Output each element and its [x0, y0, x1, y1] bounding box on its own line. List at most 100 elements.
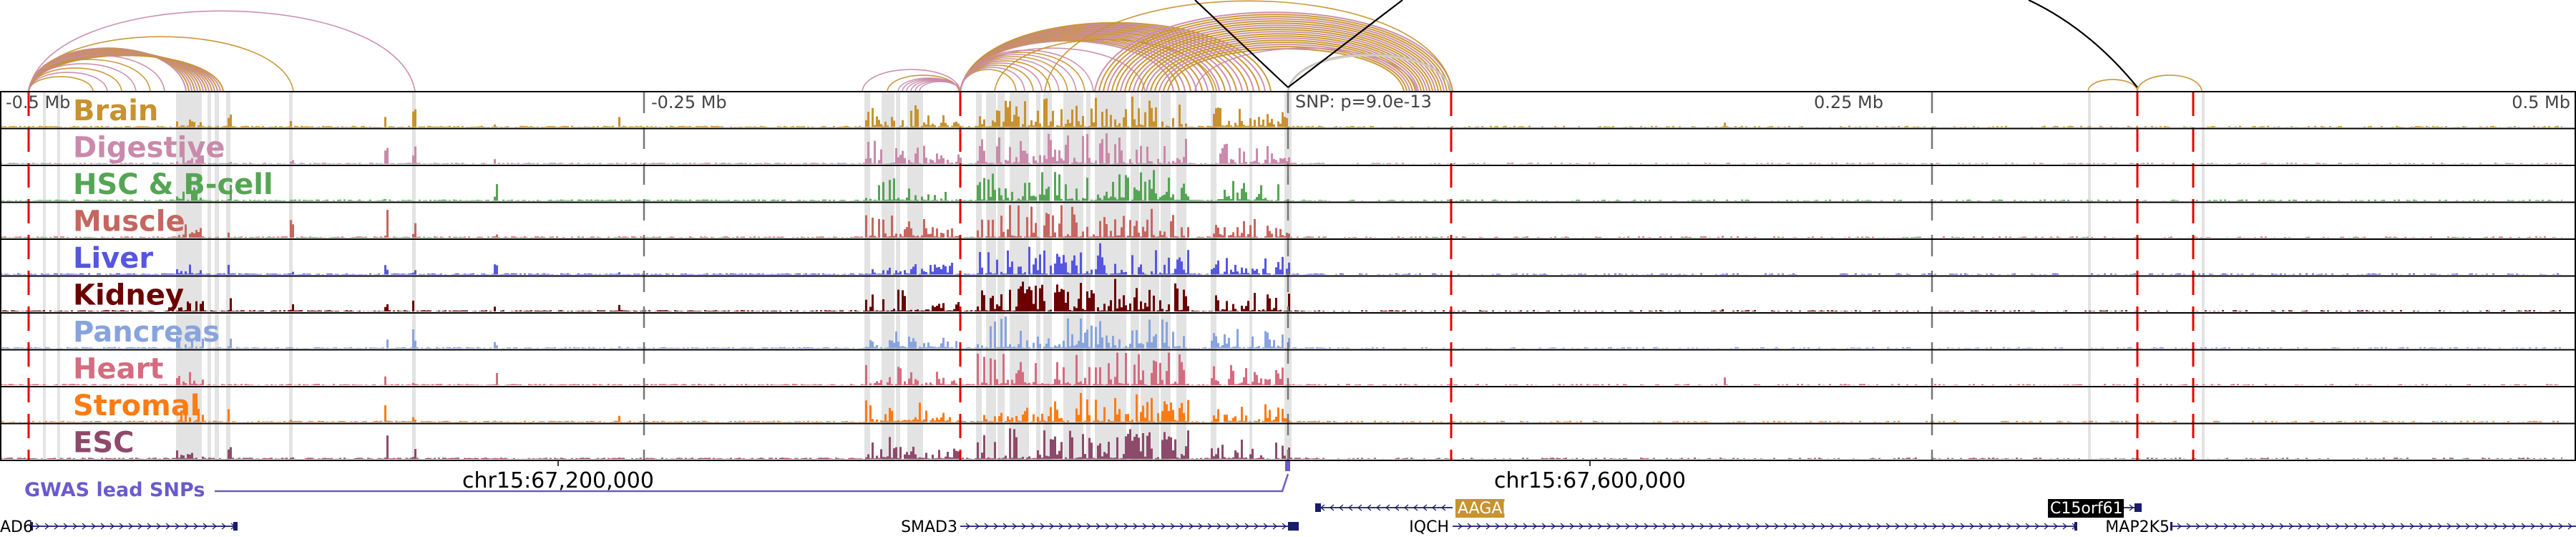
strand-plus-chevron	[2129, 504, 2135, 511]
gwas-snp-marker	[1285, 461, 1290, 471]
interaction-arc	[1128, 29, 1430, 92]
gene-label-c15orf61[interactable]: C15orf61	[2050, 500, 2123, 518]
strand-plus-chevron	[184, 523, 190, 530]
gene-exon	[2135, 503, 2142, 512]
strand-plus-chevron	[1923, 523, 1928, 530]
strand-plus-chevron	[1216, 523, 1222, 530]
strand-plus-chevron	[1941, 523, 1947, 530]
strand-plus-chevron	[1105, 523, 1111, 530]
strand-plus-chevron	[2025, 523, 2031, 530]
strand-plus-chevron	[1895, 523, 1901, 530]
gene-label-smad6[interactable]: AD6	[0, 518, 33, 536]
snp-label: SNP: p=9.0e-13	[1295, 92, 1432, 112]
strand-plus-chevron	[1523, 523, 1528, 530]
strand-plus-chevron	[1727, 523, 1733, 530]
strand-plus-chevron	[1161, 523, 1166, 530]
strand-plus-chevron	[1867, 523, 1873, 530]
gene-label-map2k5[interactable]: MAP2K5	[2105, 518, 2170, 536]
strand-plus-chevron	[975, 523, 980, 530]
gene-label-aagab[interactable]: AAGAB	[1458, 500, 1513, 518]
strand-plus-chevron	[1988, 523, 1994, 530]
strand-plus-chevron	[1672, 523, 1677, 530]
signal-track-liver	[0, 243, 2563, 275]
strand-plus-chevron	[1235, 523, 1241, 530]
gene-label-smad3[interactable]: SMAD3	[901, 518, 957, 536]
strand-plus-chevron	[1532, 523, 1538, 530]
strand-plus-chevron	[1040, 523, 1045, 530]
strand-plus-chevron	[1737, 523, 1742, 530]
signal-track-muscle	[0, 205, 2563, 238]
strand-plus-chevron	[2493, 523, 2499, 530]
strand-plus-chevron	[1114, 523, 1120, 530]
strand-plus-chevron	[2474, 523, 2480, 530]
strand-plus-chevron	[1254, 523, 1259, 530]
snp-link-line	[1194, 0, 1289, 88]
strand-plus-chevron	[1170, 523, 1176, 530]
strand-plus-chevron	[1681, 523, 1687, 530]
strand-plus-chevron	[1792, 523, 1798, 530]
strand-plus-chevron	[2242, 523, 2248, 530]
strand-plus-chevron	[1820, 523, 1826, 530]
strand-minus-chevron	[1422, 504, 1428, 511]
coordinate-tick-label: chr15:67,200,000	[462, 468, 654, 493]
strand-minus-chevron	[1403, 504, 1409, 511]
interaction-arc	[28, 59, 151, 92]
strand-plus-chevron	[1012, 523, 1018, 530]
interaction-arc	[28, 10, 416, 92]
strand-plus-chevron	[984, 523, 990, 530]
strand-plus-chevron	[2279, 523, 2285, 530]
strand-plus-chevron	[1485, 523, 1491, 530]
strand-plus-chevron	[2195, 523, 2201, 530]
strand-plus-chevron	[2484, 523, 2489, 530]
strand-plus-chevron	[1096, 523, 1101, 530]
strand-plus-chevron	[1030, 523, 1036, 530]
strand-plus-chevron	[2391, 523, 2396, 530]
strand-plus-chevron	[1226, 523, 1231, 530]
strand-plus-chevron	[1551, 523, 1556, 530]
interaction-arc	[28, 63, 137, 92]
strand-plus-chevron	[1662, 523, 1668, 530]
gene-exon	[2074, 522, 2077, 531]
interaction-arc	[28, 76, 94, 92]
strand-plus-chevron	[1774, 523, 1780, 530]
gwas-track: GWAS lead SNPs	[24, 461, 1290, 501]
interaction-arc	[28, 67, 122, 92]
strand-plus-chevron	[1189, 523, 1194, 530]
gene-label-highlight	[2048, 499, 2124, 518]
gene-label-iqch[interactable]: IQCH	[1409, 518, 1449, 536]
interaction-arc	[1287, 53, 1452, 92]
strand-plus-chevron	[1634, 523, 1640, 530]
interaction-arc	[1116, 22, 1439, 92]
interaction-arc	[1044, 0, 1453, 92]
strand-plus-chevron	[1830, 523, 1835, 530]
track-label: Heart	[73, 353, 163, 386]
strand-plus-chevron	[1458, 523, 1463, 530]
strand-plus-chevron	[1541, 523, 1547, 530]
strand-minus-chevron	[1366, 504, 1372, 511]
strand-plus-chevron	[1002, 523, 1008, 530]
strand-plus-chevron	[221, 523, 227, 530]
strand-plus-chevron	[2521, 523, 2527, 530]
track-label: Digestive	[73, 132, 225, 165]
strand-plus-chevron	[1588, 523, 1594, 530]
interaction-arc	[1194, 47, 1418, 92]
strand-plus-chevron	[1876, 523, 1882, 530]
strand-plus-chevron	[91, 523, 97, 530]
strand-plus-chevron	[1476, 523, 1482, 530]
strand-plus-chevron	[1932, 523, 1938, 530]
strand-plus-chevron	[1198, 523, 1204, 530]
strand-plus-chevron	[2034, 523, 2040, 530]
strand-plus-chevron	[1653, 523, 1659, 530]
strand-plus-chevron	[63, 523, 69, 530]
signal-track-kidney	[0, 279, 2563, 311]
interaction-arc	[1137, 33, 1425, 92]
strand-plus-chevron	[1625, 523, 1631, 530]
strand-plus-chevron	[2428, 523, 2434, 530]
strand-plus-chevron	[2363, 523, 2368, 530]
strand-plus-chevron	[1858, 523, 1863, 530]
strand-plus-chevron	[2251, 523, 2257, 530]
interaction-arc	[1146, 37, 1419, 92]
interaction-arc	[1111, 20, 1442, 92]
interaction-arc	[1158, 44, 1410, 92]
